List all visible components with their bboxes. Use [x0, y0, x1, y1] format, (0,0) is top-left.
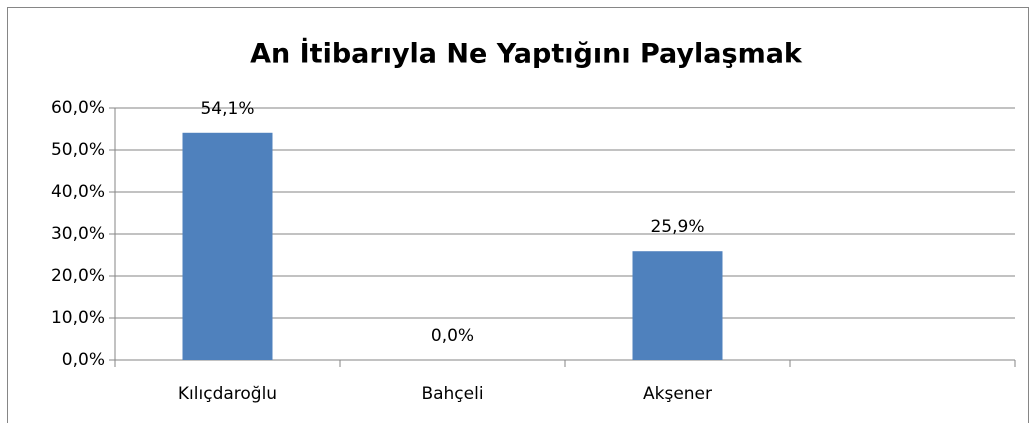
y-tick-label: 60,0% [51, 98, 105, 118]
y-tick-label: 50,0% [51, 140, 105, 160]
y-tick-label: 30,0% [51, 224, 105, 244]
bar [632, 251, 723, 360]
bar [182, 132, 273, 360]
x-tick-label: Kılıçdaroğlu [178, 384, 277, 404]
value-label: 25,9% [650, 217, 704, 237]
y-tick-label: 20,0% [51, 266, 105, 286]
y-tick-label: 0,0% [62, 350, 105, 370]
value-label: 0,0% [431, 326, 474, 346]
x-tick-label: Akşener [643, 384, 712, 404]
x-tick-label: Bahçeli [421, 384, 483, 404]
y-tick-label: 40,0% [51, 182, 105, 202]
value-label: 54,1% [200, 99, 254, 119]
chart-border [7, 7, 1029, 423]
y-tick-label: 10,0% [51, 308, 105, 328]
chart-title: An İtibarıyla Ne Yaptığını Paylaşmak [250, 38, 803, 70]
